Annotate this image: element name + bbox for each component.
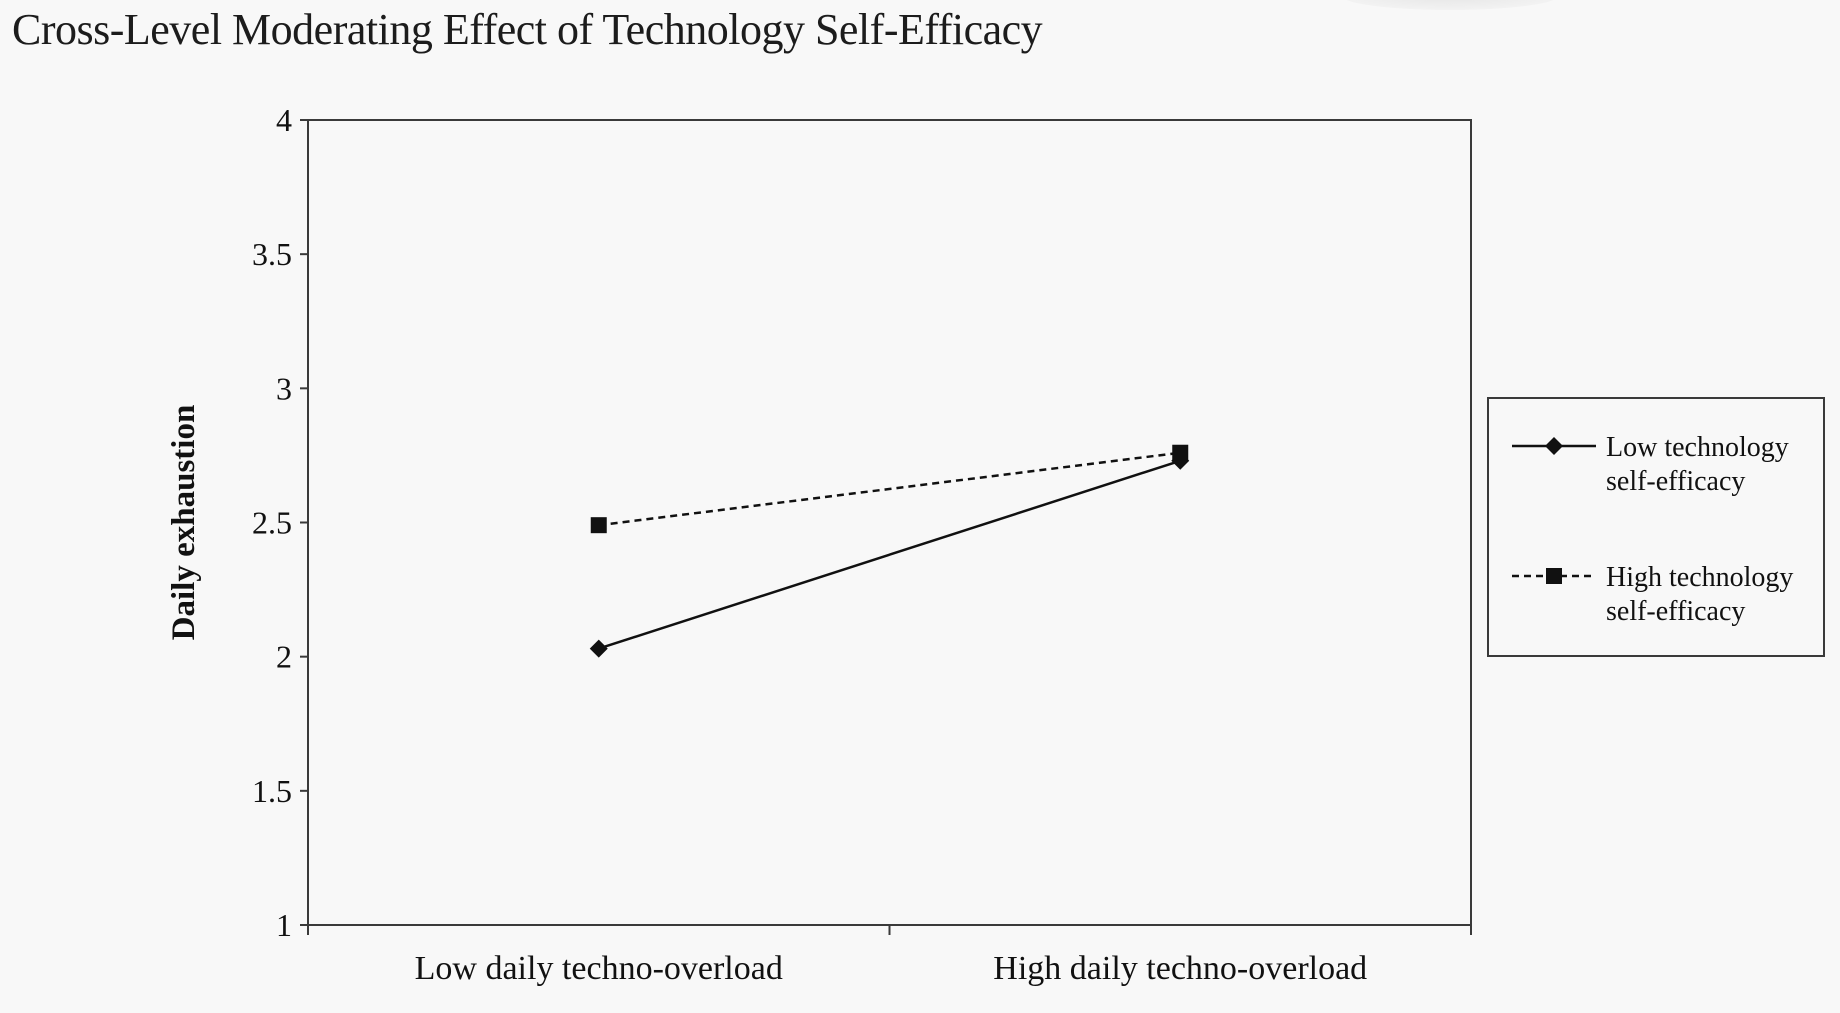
y-tick-label: 2 bbox=[276, 639, 292, 675]
y-tick-label: 2.5 bbox=[252, 505, 292, 541]
legend-marker bbox=[1546, 568, 1562, 584]
plot-frame bbox=[307, 119, 1472, 926]
chart-series bbox=[589, 444, 1190, 658]
legend-label: self-efficacy bbox=[1606, 466, 1745, 497]
y-tick-label: 3 bbox=[276, 370, 292, 406]
legend-marker bbox=[1545, 437, 1563, 455]
y-tick-label: 1.5 bbox=[252, 773, 292, 809]
data-point bbox=[590, 517, 607, 534]
y-tick-label: 1 bbox=[276, 907, 292, 943]
page-title: Cross-Level Moderating Effect of Technol… bbox=[12, 5, 1043, 54]
legend-label: self-efficacy bbox=[1606, 596, 1745, 627]
data-point bbox=[1172, 444, 1189, 461]
chart-axes bbox=[307, 119, 1472, 926]
legend-label: High technology bbox=[1606, 562, 1793, 593]
data-point bbox=[589, 639, 608, 658]
y-axis-label: Daily exhaustion bbox=[166, 405, 202, 641]
y-axis-ticks: 1 1.5 2 2.5 3 3.5 4 bbox=[252, 102, 308, 943]
x-tick-label: Low daily techno-overload bbox=[415, 950, 783, 987]
x-tick-label: High daily techno-overload bbox=[993, 950, 1367, 987]
series-line bbox=[598, 451, 1181, 527]
legend-box bbox=[1487, 397, 1825, 657]
series-line bbox=[598, 459, 1181, 650]
series-1 bbox=[589, 451, 1190, 658]
top-shadow bbox=[1340, 0, 1560, 10]
y-tick-label: 3.5 bbox=[252, 236, 292, 272]
legend-label: Low technology bbox=[1606, 432, 1789, 463]
y-tick-label: 4 bbox=[276, 102, 292, 138]
series-2 bbox=[590, 444, 1189, 534]
x-axis-labels: Low daily techno-overload High daily tech… bbox=[307, 925, 1472, 987]
